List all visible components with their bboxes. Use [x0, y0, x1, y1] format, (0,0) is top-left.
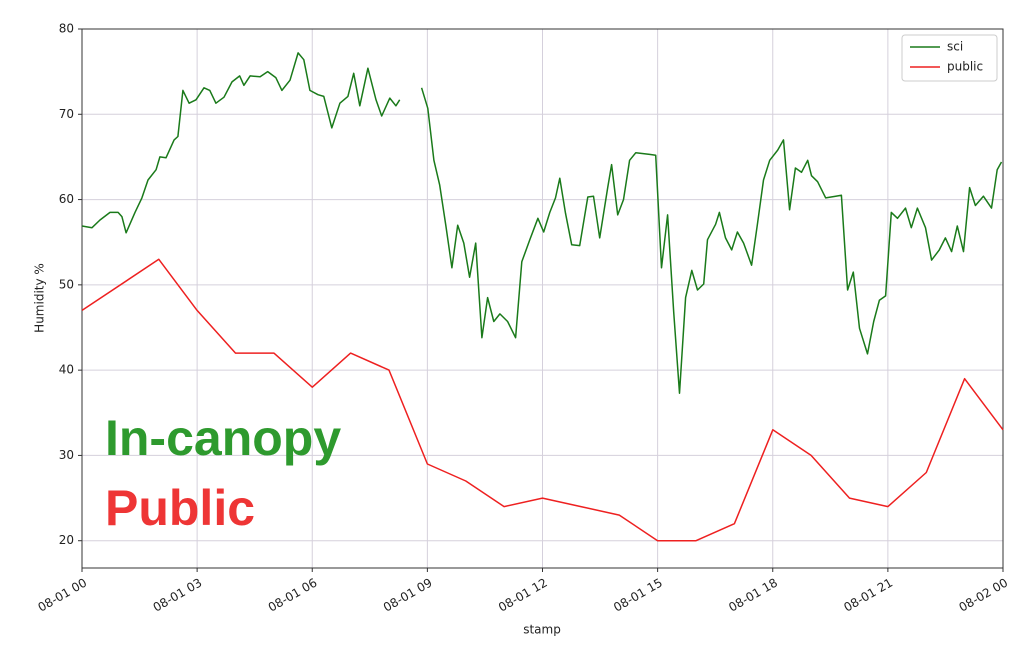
series-line [81, 258, 1004, 542]
y-tick-label: 30 [59, 448, 74, 462]
x-tick-label: 08-01 03 [151, 576, 205, 615]
x-tick-label: 08-02 00 [957, 576, 1011, 615]
legend-label: public [947, 60, 983, 74]
x-tick-label: 08-01 12 [496, 576, 550, 615]
y-tick-label: 40 [59, 363, 74, 377]
y-tick-label: 70 [59, 107, 74, 121]
annotation: In-canopy [105, 410, 341, 466]
y-tick-label: 80 [59, 22, 74, 36]
x-tick-label: 08-01 21 [841, 576, 895, 615]
x-tick-label: 08-01 06 [266, 576, 320, 615]
x-axis-label: stamp [523, 623, 561, 637]
series-line [81, 52, 1003, 394]
x-tick-label: 08-01 00 [36, 576, 90, 615]
legend: sci public [901, 34, 998, 82]
y-axis-label: Humidity % [33, 263, 47, 333]
y-tick-label: 50 [59, 277, 74, 291]
annotation: Public [105, 480, 255, 536]
x-tick-label: 08-01 15 [611, 576, 665, 615]
legend-label: sci [947, 40, 963, 54]
x-tick-label: 08-01 09 [381, 576, 435, 615]
y-tick-label: 60 [59, 192, 74, 206]
y-tick-label: 20 [59, 533, 74, 547]
x-tick-label: 08-01 18 [726, 576, 780, 615]
